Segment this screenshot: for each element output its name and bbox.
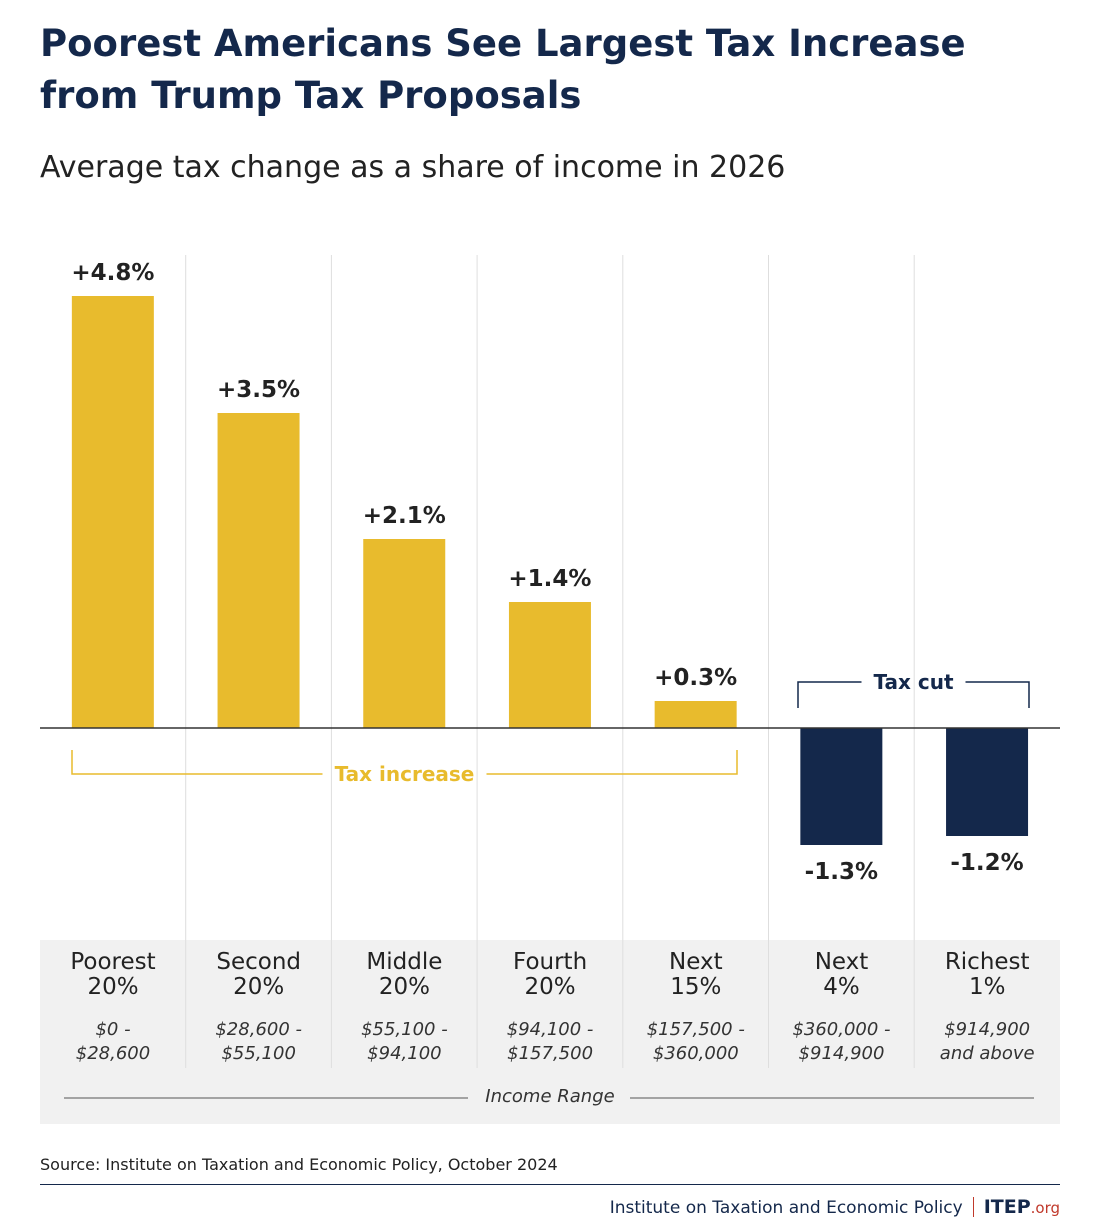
bar-7 <box>946 728 1029 836</box>
category-label: Second 20% $28,600 - $55,100 <box>186 950 332 1066</box>
value-label: -1.3% <box>805 859 878 885</box>
category-name: 20% <box>378 974 430 1000</box>
category-name: Richest <box>944 949 1030 975</box>
x-axis-label: Income Range <box>0 1086 1100 1107</box>
itep-logo-suffix: .org <box>1030 1199 1060 1217</box>
income-range-value: $94,100 - $157,500 <box>506 1019 594 1064</box>
category-name: Next <box>669 949 723 975</box>
footer-separator <box>972 1197 974 1217</box>
category-name: Middle <box>366 949 443 975</box>
source-note: Source: Institute on Taxation and Econom… <box>40 1155 558 1174</box>
bar-5 <box>654 701 737 728</box>
category-label: Poorest 20% $0 - $28,600 <box>40 950 186 1066</box>
tax-cut-bracket-left <box>797 681 862 708</box>
category-name: Second <box>216 949 302 975</box>
tax-cut-label: Tax cut <box>873 670 954 694</box>
bar-2 <box>217 413 300 728</box>
category-label: Next 4% $360,000 - $914,900 <box>769 950 915 1066</box>
bar-1 <box>71 296 154 728</box>
income-range-value: $914,900 and above <box>939 1019 1035 1064</box>
income-range-value: $28,600 - $55,100 <box>215 1019 303 1064</box>
value-label: +0.3% <box>654 665 737 691</box>
bar-3 <box>363 539 446 728</box>
value-label: +3.5% <box>217 377 300 403</box>
category-name: 20% <box>233 974 285 1000</box>
bar-chart: +4.8% +3.5% +2.1% +1.4% +0.3% -1.3% -1.2% Tax i… <box>40 255 1060 1099</box>
bar-4 <box>508 602 591 728</box>
x-axis-label-text: Income Range <box>485 1086 615 1107</box>
income-range-value: $55,100 - $94,100 <box>361 1019 448 1064</box>
category-label: Middle 20% $55,100 - $94,100 <box>331 950 477 1066</box>
income-range-value: $0 - $28,600 <box>75 1019 151 1064</box>
value-label: +2.1% <box>363 503 446 529</box>
itep-logo: ITEP <box>983 1196 1031 1218</box>
category-name: 20% <box>524 974 576 1000</box>
value-label: -1.2% <box>950 850 1023 876</box>
tax-increase-label: Tax increase <box>335 762 475 786</box>
value-label: +1.4% <box>508 566 591 592</box>
category-label: Next 15% $157,500 - $360,000 <box>623 950 769 1066</box>
category-name: Next <box>814 949 869 975</box>
category-name: Poorest <box>70 949 156 975</box>
category-label: Richest 1% $914,900 and above <box>914 950 1060 1066</box>
income-range-value: $360,000 - $914,900 <box>792 1019 891 1064</box>
bar-6 <box>800 728 883 845</box>
footer: Institute on Taxation and Economic Polic… <box>610 1196 1060 1218</box>
value-label: +4.8% <box>71 260 154 286</box>
category-panel <box>40 940 1060 1124</box>
tax-increase-bracket-right <box>486 750 738 775</box>
footer-org: Institute on Taxation and Economic Polic… <box>609 1198 963 1218</box>
category-name: 20% <box>87 974 139 1000</box>
chart-subtitle: Average tax change as a share of income … <box>40 150 786 185</box>
category-name: Fourth <box>513 949 588 975</box>
category-name: 1% <box>968 974 1006 1000</box>
category-name: 15% <box>670 974 722 1000</box>
income-range-value: $157,500 - $360,000 <box>646 1019 745 1064</box>
category-name: 4% <box>823 974 860 1000</box>
category-label: Fourth 20% $94,100 - $157,500 <box>477 950 623 1066</box>
tax-cut-bracket-right <box>965 681 1030 708</box>
chart-title: Poorest Americans See Largest Tax Increa… <box>40 22 966 117</box>
footer-rule <box>40 1184 1060 1185</box>
tax-increase-bracket-left <box>71 750 323 775</box>
